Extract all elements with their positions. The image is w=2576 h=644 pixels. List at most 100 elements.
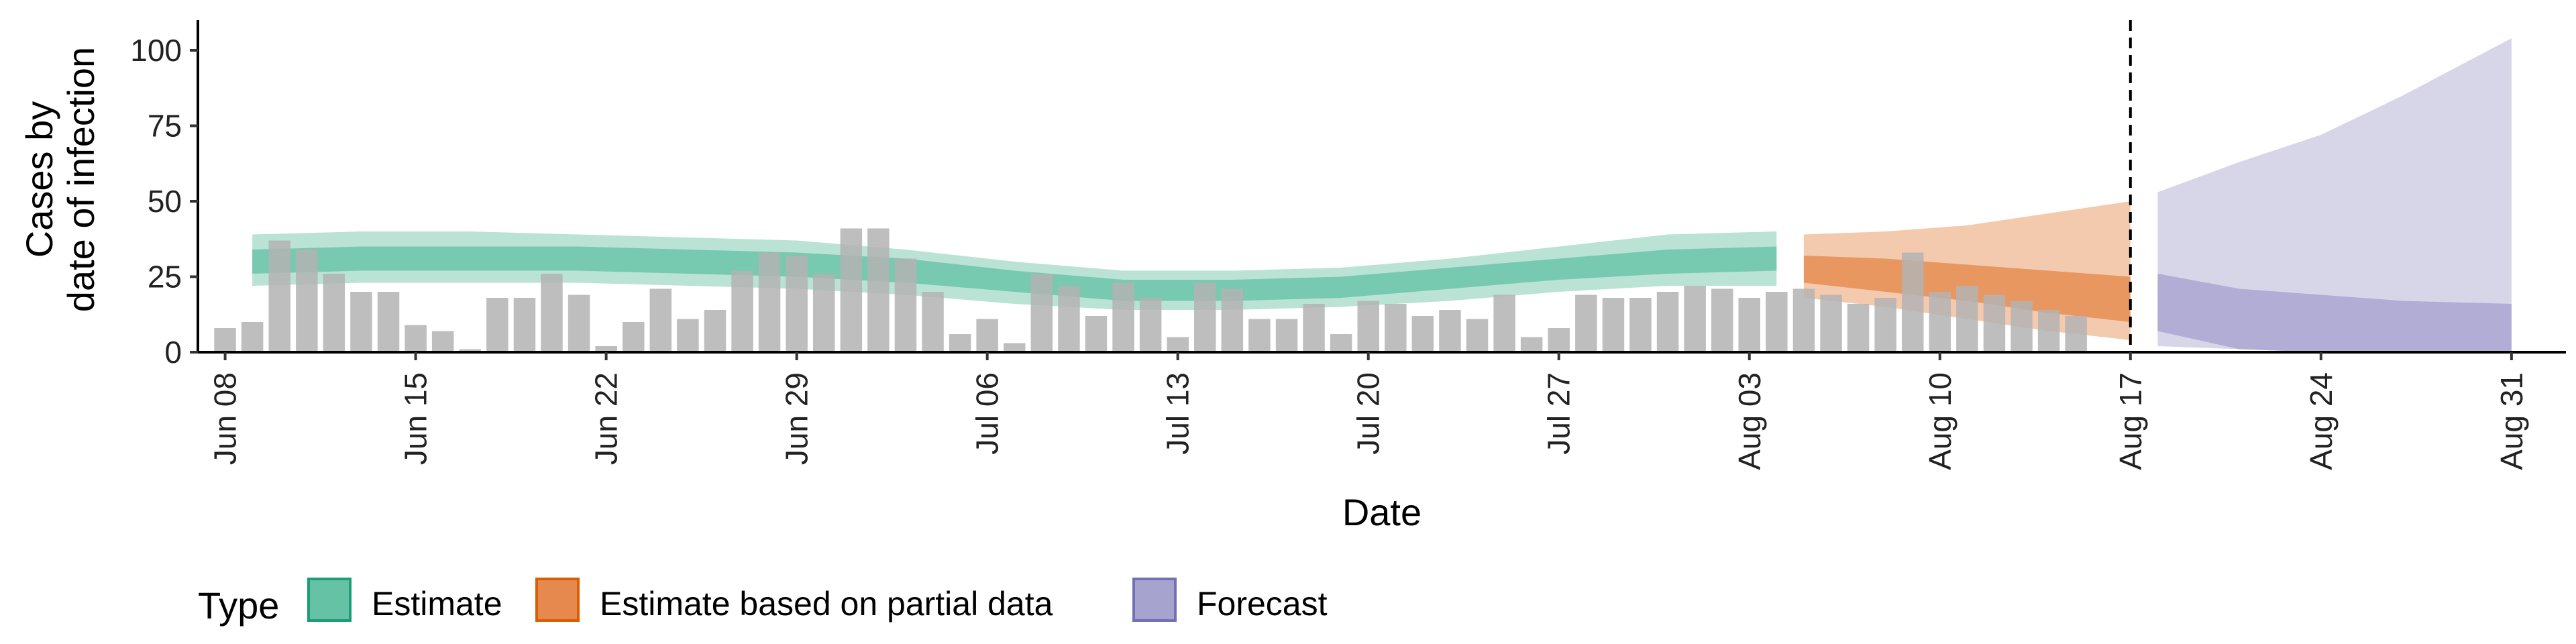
legend: Type Estimate Estimate based on partial da… bbox=[198, 578, 1328, 627]
x-tick-label: Aug 31 bbox=[2494, 372, 2529, 470]
bar bbox=[731, 270, 753, 352]
y-tick-label: 0 bbox=[164, 335, 182, 370]
bar bbox=[949, 334, 971, 352]
bar bbox=[1004, 343, 1026, 352]
bar bbox=[1221, 288, 1244, 352]
bar bbox=[214, 328, 236, 352]
bar bbox=[1874, 298, 1896, 352]
bar bbox=[1711, 288, 1733, 352]
y-tick-label: 100 bbox=[130, 33, 182, 68]
y-axis-title-line: Cases by bbox=[18, 101, 60, 258]
bar bbox=[1085, 316, 1108, 352]
x-tick-label: Jun 22 bbox=[589, 372, 624, 465]
bar bbox=[431, 331, 454, 352]
series-2 bbox=[2157, 38, 2512, 352]
bar bbox=[867, 228, 890, 352]
x-tick-label: Jun 15 bbox=[398, 372, 433, 465]
bar bbox=[1167, 337, 1189, 352]
bar bbox=[350, 292, 372, 352]
bar bbox=[1058, 286, 1080, 352]
bar bbox=[1656, 292, 1679, 352]
bar bbox=[568, 294, 590, 352]
bar bbox=[758, 252, 781, 352]
legend-item: Estimate bbox=[307, 578, 502, 623]
bar bbox=[1303, 304, 1325, 352]
bar bbox=[1466, 319, 1489, 352]
bar bbox=[1357, 301, 1379, 352]
inner-band bbox=[2157, 274, 2512, 352]
inner-band bbox=[252, 246, 1777, 301]
x-tick-label: Aug 24 bbox=[2304, 372, 2339, 470]
bar bbox=[1493, 294, 1515, 352]
bar bbox=[1902, 252, 1924, 352]
legend-key bbox=[307, 578, 352, 622]
bar bbox=[1766, 292, 1788, 352]
bar bbox=[1602, 298, 1625, 352]
legend-label: Estimate bbox=[372, 585, 502, 623]
axes-layer: 0 25 50 75 100 Jun 08 Jun 15 Jun 22 Jun 29 Jul 06… bbox=[18, 20, 2566, 533]
bar bbox=[405, 325, 427, 352]
bar bbox=[486, 298, 508, 352]
bar bbox=[1575, 294, 1597, 352]
bar bbox=[1847, 304, 1870, 352]
bar bbox=[1385, 304, 1407, 352]
bar bbox=[296, 250, 318, 352]
legend-item: Forecast bbox=[1132, 578, 1328, 623]
bar bbox=[623, 322, 645, 352]
bar bbox=[840, 228, 863, 352]
x-tick-label: Aug 10 bbox=[1923, 372, 1957, 470]
bar bbox=[1548, 328, 1570, 352]
bar bbox=[377, 292, 400, 352]
bar bbox=[1030, 274, 1053, 352]
bar bbox=[813, 274, 835, 352]
bar bbox=[1248, 319, 1271, 352]
bar bbox=[1439, 310, 1461, 352]
bar bbox=[1929, 292, 1951, 352]
bar bbox=[459, 349, 481, 352]
bar bbox=[1330, 334, 1352, 352]
y-tick-label: 25 bbox=[148, 260, 182, 294]
x-tick-label: Jul 06 bbox=[970, 372, 1005, 455]
x-tick-label: Aug 03 bbox=[1732, 372, 1767, 470]
bar bbox=[513, 298, 536, 352]
series-0 bbox=[252, 231, 1777, 310]
bar bbox=[1194, 282, 1216, 352]
bar-layer bbox=[214, 228, 2087, 352]
bar bbox=[704, 310, 727, 352]
bar bbox=[1820, 294, 1842, 352]
legend-title: Type bbox=[198, 584, 279, 627]
legend-item: Estimate based on partial data bbox=[535, 578, 1053, 623]
legend-key bbox=[1132, 578, 1177, 622]
bar bbox=[1738, 298, 1760, 352]
bar bbox=[1275, 319, 1298, 352]
bar bbox=[1956, 286, 1978, 352]
x-tick-label: Jul 27 bbox=[1542, 372, 1576, 455]
x-tick-label: Jul 13 bbox=[1161, 372, 1195, 455]
bar bbox=[268, 240, 290, 352]
y-axis-title-line: date of infection bbox=[60, 47, 102, 312]
legend-label: Estimate based on partial data bbox=[600, 585, 1053, 623]
bar bbox=[1139, 298, 1162, 352]
ribbon-layer bbox=[252, 38, 2512, 352]
bar bbox=[1411, 316, 1434, 352]
bar bbox=[2065, 316, 2087, 352]
bar bbox=[894, 258, 917, 352]
bar bbox=[2037, 310, 2060, 352]
bar bbox=[1792, 288, 1815, 352]
bar bbox=[323, 274, 345, 352]
bar bbox=[976, 319, 998, 352]
outer-band bbox=[2157, 38, 2512, 352]
bar bbox=[1520, 337, 1543, 352]
bar bbox=[541, 274, 563, 352]
x-tick-label: Jun 29 bbox=[780, 372, 814, 465]
bar bbox=[1983, 294, 2006, 352]
bar bbox=[1684, 286, 1706, 352]
bar bbox=[1112, 282, 1134, 352]
y-tick-label: 50 bbox=[148, 184, 182, 219]
bar bbox=[677, 319, 699, 352]
bar bbox=[922, 292, 944, 352]
bar bbox=[1629, 298, 1652, 352]
x-tick-label: Jun 08 bbox=[208, 372, 243, 465]
